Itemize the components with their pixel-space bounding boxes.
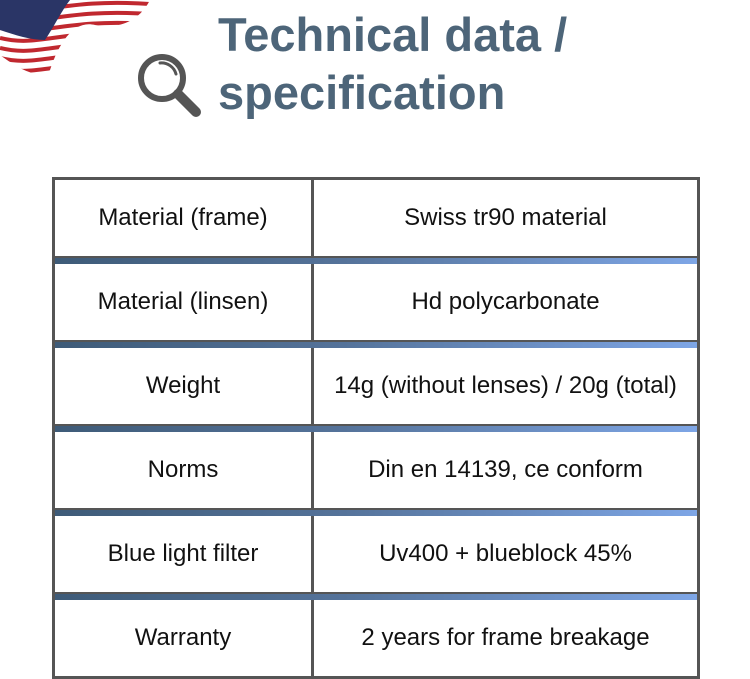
spec-label: Blue light filter [55, 516, 314, 592]
table-row: Material (frame) Swiss tr90 material [55, 180, 697, 256]
row-separator [55, 256, 697, 264]
spec-value: 14g (without lenses) / 20g (total) [334, 372, 677, 399]
spec-label: Material (frame) [55, 180, 314, 256]
page-title: Technical data / specification [218, 6, 567, 122]
row-separator [55, 340, 697, 348]
us-flag-icon [0, 0, 150, 75]
row-separator [55, 424, 697, 432]
table-row: Weight 14g (without lenses) / 20g (total… [55, 348, 697, 424]
title-line-1: Technical data / [218, 8, 568, 61]
row-separator [55, 592, 697, 600]
table-row: Material (linsen) Hd polycarbonate [55, 264, 697, 340]
spec-value: Hd polycarbonate [411, 288, 600, 315]
spec-value: Uv400 + blueblock 45% [379, 540, 632, 567]
magnifier-icon [138, 54, 201, 117]
spec-value: Din en 14139, ce conform [368, 456, 643, 483]
spec-label: Warranty [55, 600, 314, 676]
row-separator [55, 508, 697, 516]
spec-value: Swiss tr90 material [404, 204, 607, 231]
spec-label: Weight [55, 348, 314, 424]
spec-value: 2 years for frame breakage [361, 624, 650, 651]
table-row: Blue light filter Uv400 + blueblock 45% [55, 516, 697, 592]
table-row: Norms Din en 14139, ce conform [55, 432, 697, 508]
spec-label: Norms [55, 432, 314, 508]
spec-table: Material (frame) Swiss tr90 material Mat… [52, 177, 700, 679]
table-row: Warranty 2 years for frame breakage [55, 600, 697, 676]
spec-label: Material (linsen) [55, 264, 314, 340]
title-line-2: specification [218, 66, 506, 119]
